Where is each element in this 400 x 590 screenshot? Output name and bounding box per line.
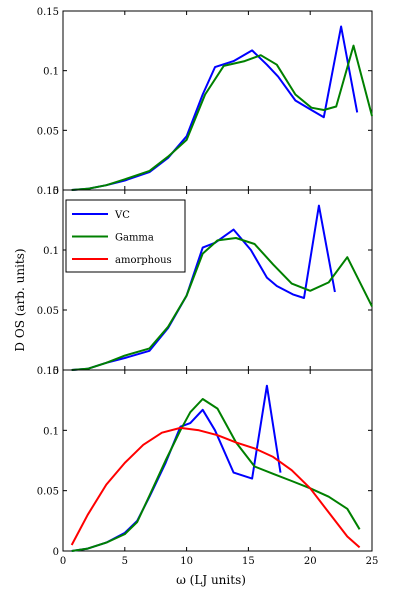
y-tick-label: 0.1 bbox=[43, 246, 59, 257]
y-tick-label: 0 bbox=[53, 547, 59, 558]
x-tick-label: 10 bbox=[180, 556, 193, 567]
y-axis-label: D OS (arb. units) bbox=[13, 248, 27, 351]
legend: VC Gamma amorphous bbox=[65, 199, 186, 273]
y-tick-label: 0.15 bbox=[37, 7, 59, 18]
plot-frame bbox=[62, 369, 373, 552]
x-tick-label: 5 bbox=[122, 556, 128, 567]
y-tick-label: 0.1 bbox=[43, 426, 59, 437]
y-tick-label: 0 bbox=[53, 186, 59, 197]
plot-frame bbox=[62, 10, 373, 191]
y-tick-label: 0.05 bbox=[37, 306, 59, 317]
series-line-vc bbox=[71, 384, 282, 552]
panel-top: 0 0.05 0.1 0.15 bbox=[37, 7, 373, 197]
x-tick-label: 15 bbox=[242, 556, 255, 567]
y-tick-label: 0.1 bbox=[43, 67, 59, 78]
x-axis-label: ω (LJ units) bbox=[176, 573, 246, 587]
y-tick-label: 0 bbox=[53, 366, 59, 377]
y-tick-label: 0.15 bbox=[37, 186, 59, 197]
legend-label-amorphous: amorphous bbox=[115, 255, 172, 266]
panel-bottom: 0 5 10 15 20 25 0 0.05 0.1 0.15 bbox=[37, 366, 379, 567]
x-tick-label: 0 bbox=[60, 556, 66, 567]
series-line-gamma bbox=[71, 44, 373, 191]
y-tick-label: 0.05 bbox=[37, 487, 59, 498]
series-line-gamma bbox=[71, 237, 373, 371]
y-tick-label: 0.05 bbox=[37, 126, 59, 137]
legend-label-gamma: Gamma bbox=[115, 233, 154, 244]
panel-middle: 0 0.05 0.1 0.15 bbox=[37, 186, 373, 377]
x-tick-label: 25 bbox=[366, 556, 379, 567]
series-line-amorphous bbox=[70, 426, 361, 549]
y-tick-label: 0.15 bbox=[37, 366, 59, 377]
legend-label-vc: VC bbox=[114, 210, 130, 221]
x-tick-label: 20 bbox=[304, 556, 317, 567]
